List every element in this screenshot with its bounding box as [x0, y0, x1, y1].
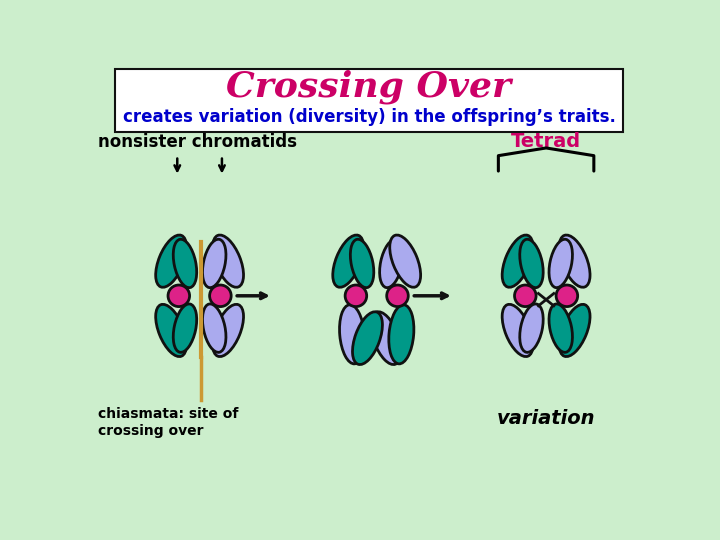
- Ellipse shape: [549, 239, 572, 288]
- Text: creates variation (diversity) in the offspring’s traits.: creates variation (diversity) in the off…: [122, 108, 616, 126]
- Ellipse shape: [156, 235, 186, 287]
- Circle shape: [345, 285, 366, 307]
- Ellipse shape: [502, 235, 533, 287]
- Text: Tetrad: Tetrad: [511, 132, 581, 151]
- Ellipse shape: [390, 235, 420, 287]
- Circle shape: [168, 285, 189, 307]
- Circle shape: [210, 285, 231, 307]
- Text: Crossing Over: Crossing Over: [227, 69, 511, 104]
- Circle shape: [387, 285, 408, 307]
- Text: variation: variation: [497, 409, 595, 429]
- Ellipse shape: [371, 312, 401, 364]
- Ellipse shape: [520, 304, 543, 352]
- Text: chiasmata: site of
crossing over: chiasmata: site of crossing over: [98, 408, 238, 437]
- Ellipse shape: [379, 239, 403, 288]
- Ellipse shape: [353, 312, 382, 364]
- Text: nonsister chromatids: nonsister chromatids: [98, 133, 297, 151]
- Ellipse shape: [549, 304, 572, 352]
- Ellipse shape: [212, 305, 243, 356]
- Ellipse shape: [333, 235, 364, 287]
- Circle shape: [515, 285, 536, 307]
- Ellipse shape: [202, 239, 226, 288]
- Ellipse shape: [340, 305, 364, 364]
- Ellipse shape: [174, 304, 197, 352]
- Ellipse shape: [212, 235, 243, 287]
- Ellipse shape: [559, 235, 590, 287]
- FancyBboxPatch shape: [115, 69, 623, 132]
- Ellipse shape: [156, 305, 186, 356]
- Ellipse shape: [202, 304, 226, 352]
- Ellipse shape: [559, 305, 590, 356]
- Ellipse shape: [174, 239, 197, 288]
- Ellipse shape: [520, 239, 543, 288]
- Circle shape: [556, 285, 577, 307]
- Ellipse shape: [351, 239, 374, 288]
- Ellipse shape: [389, 305, 414, 364]
- Ellipse shape: [502, 305, 533, 356]
